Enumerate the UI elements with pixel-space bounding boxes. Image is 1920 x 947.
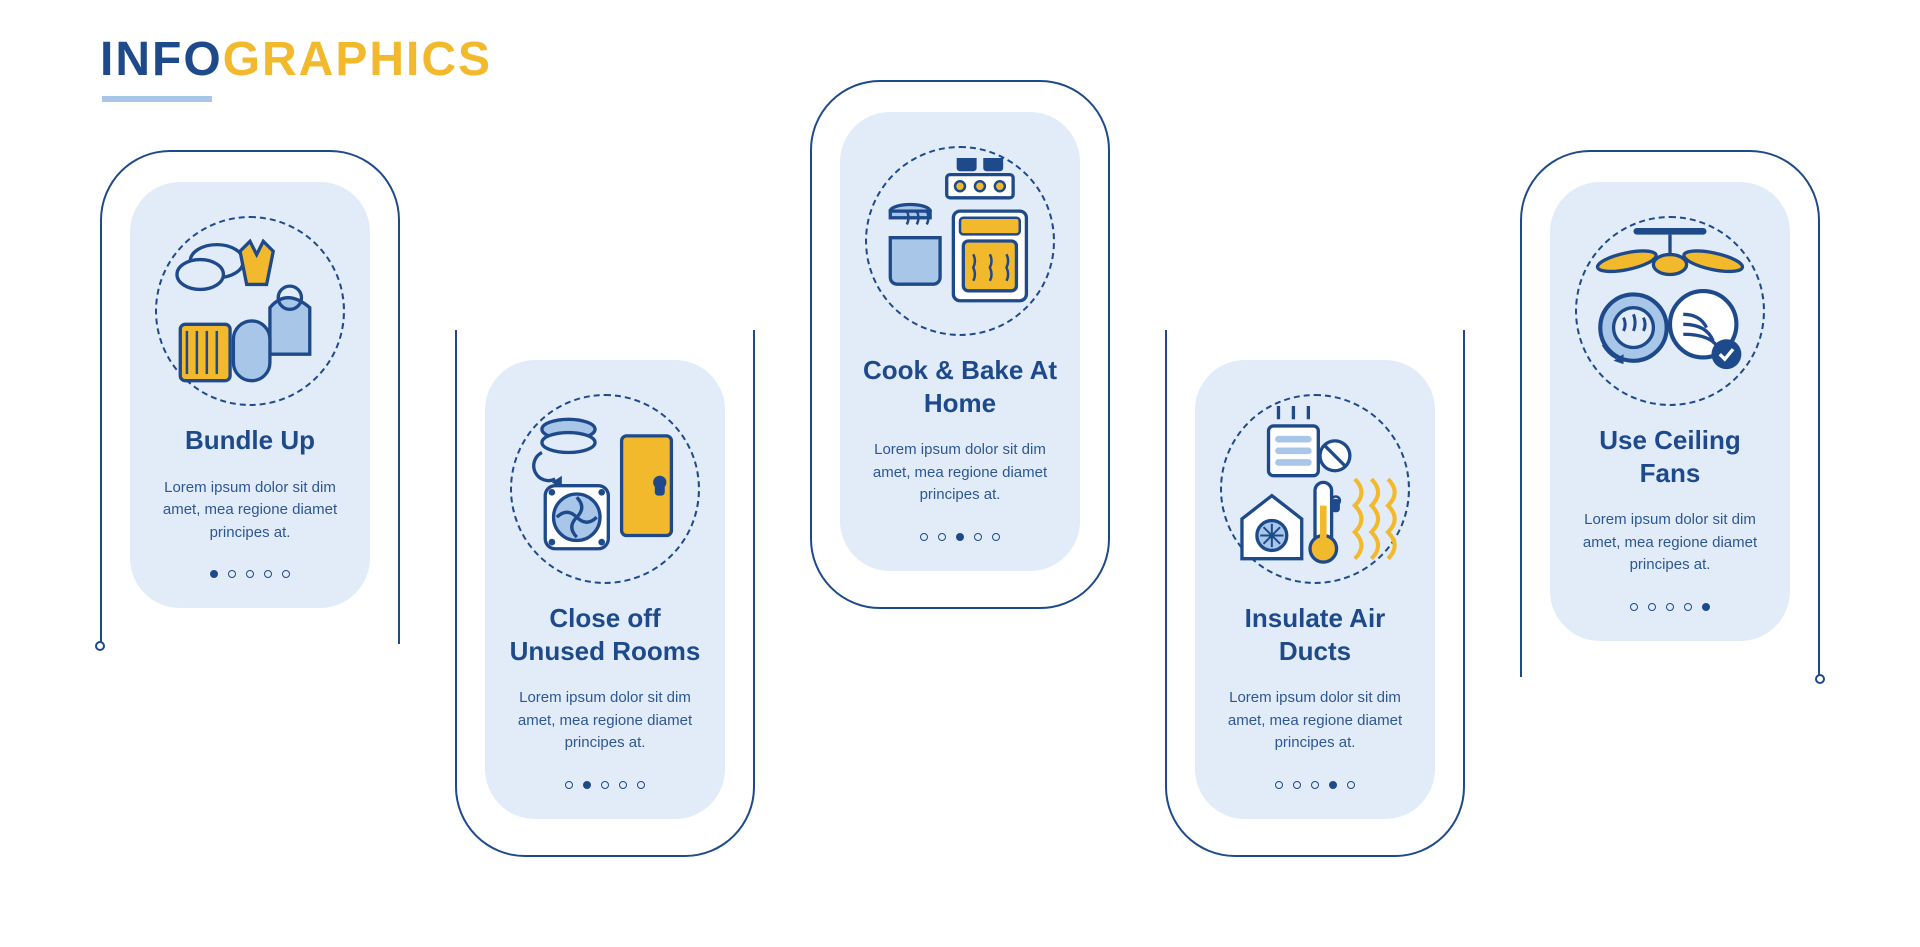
ceiling-fans-icon <box>1575 216 1765 406</box>
dot <box>246 570 254 578</box>
dot <box>992 533 1000 541</box>
dot <box>619 781 627 789</box>
pagination-dots <box>150 570 350 578</box>
card-bundle-up: Bundle Up Lorem ipsum dolor sit dim amet… <box>100 150 400 644</box>
connector-dot <box>95 641 105 651</box>
card-inner: Bundle Up Lorem ipsum dolor sit dim amet… <box>130 182 370 608</box>
card-title: Cook & Bake At Home <box>860 354 1060 419</box>
bundle-up-icon <box>155 216 345 406</box>
card-title: Use Ceiling Fans <box>1570 424 1770 489</box>
dot <box>1275 781 1283 789</box>
dot <box>637 781 645 789</box>
dot <box>601 781 609 789</box>
clothes-icon <box>167 228 333 394</box>
dot <box>282 570 290 578</box>
pagination-dots <box>860 533 1060 541</box>
dot <box>938 533 946 541</box>
dot <box>1329 781 1337 789</box>
cook-bake-icon <box>865 146 1055 336</box>
card-inner: Insulate Air Ducts Lorem ipsum dolor sit… <box>1195 360 1435 819</box>
pagination-dots <box>1215 781 1415 789</box>
dot <box>1702 603 1710 611</box>
connector-dot <box>1815 674 1825 684</box>
dot <box>264 570 272 578</box>
card-desc: Lorem ipsum dolor sit dim amet, mea regi… <box>150 477 350 545</box>
dot <box>920 533 928 541</box>
card-desc: Lorem ipsum dolor sit dim amet, mea regi… <box>1570 509 1770 577</box>
dot <box>956 533 964 541</box>
card-desc: Lorem ipsum dolor sit dim amet, mea regi… <box>1215 687 1415 755</box>
title-part-2: GRAPHICS <box>223 32 492 87</box>
dot <box>1293 781 1301 789</box>
dot <box>1684 603 1692 611</box>
dot <box>210 570 218 578</box>
title-underline <box>102 96 212 102</box>
card-desc: Lorem ipsum dolor sit dim amet, mea regi… <box>505 687 705 755</box>
ducts-icon <box>1232 406 1398 572</box>
card-inner: Close off Unused Rooms Lorem ipsum dolor… <box>485 360 725 819</box>
rooms-icon <box>522 406 688 572</box>
title-part-1: INFO <box>100 32 223 87</box>
card-inner: Use Ceiling Fans Lorem ipsum dolor sit d… <box>1550 182 1790 641</box>
dot <box>565 781 573 789</box>
dot <box>1347 781 1355 789</box>
card-insulate: Insulate Air Ducts Lorem ipsum dolor sit… <box>1165 330 1465 857</box>
close-rooms-icon <box>510 394 700 584</box>
dot <box>1648 603 1656 611</box>
dot <box>1630 603 1638 611</box>
insulate-icon <box>1220 394 1410 584</box>
card-title: Insulate Air Ducts <box>1215 602 1415 667</box>
dot <box>1311 781 1319 789</box>
cook-icon <box>877 158 1043 324</box>
card-desc: Lorem ipsum dolor sit dim amet, mea regi… <box>860 439 1060 507</box>
pagination-dots <box>1570 603 1770 611</box>
card-title: Close off Unused Rooms <box>505 602 705 667</box>
dot <box>583 781 591 789</box>
card-inner: Cook & Bake At Home Lorem ipsum dolor si… <box>840 112 1080 571</box>
card-title: Bundle Up <box>150 424 350 457</box>
card-cook-bake: Cook & Bake At Home Lorem ipsum dolor si… <box>810 80 1110 609</box>
dot <box>974 533 982 541</box>
card-ceiling-fans: Use Ceiling Fans Lorem ipsum dolor sit d… <box>1520 150 1820 677</box>
page-title: INFOGRAPHICS <box>100 32 492 87</box>
pagination-dots <box>505 781 705 789</box>
dot <box>1666 603 1674 611</box>
card-close-rooms: Close off Unused Rooms Lorem ipsum dolor… <box>455 330 755 857</box>
dot <box>228 570 236 578</box>
fan-icon <box>1587 228 1753 394</box>
cards-container: Bundle Up Lorem ipsum dolor sit dim amet… <box>100 110 1820 900</box>
